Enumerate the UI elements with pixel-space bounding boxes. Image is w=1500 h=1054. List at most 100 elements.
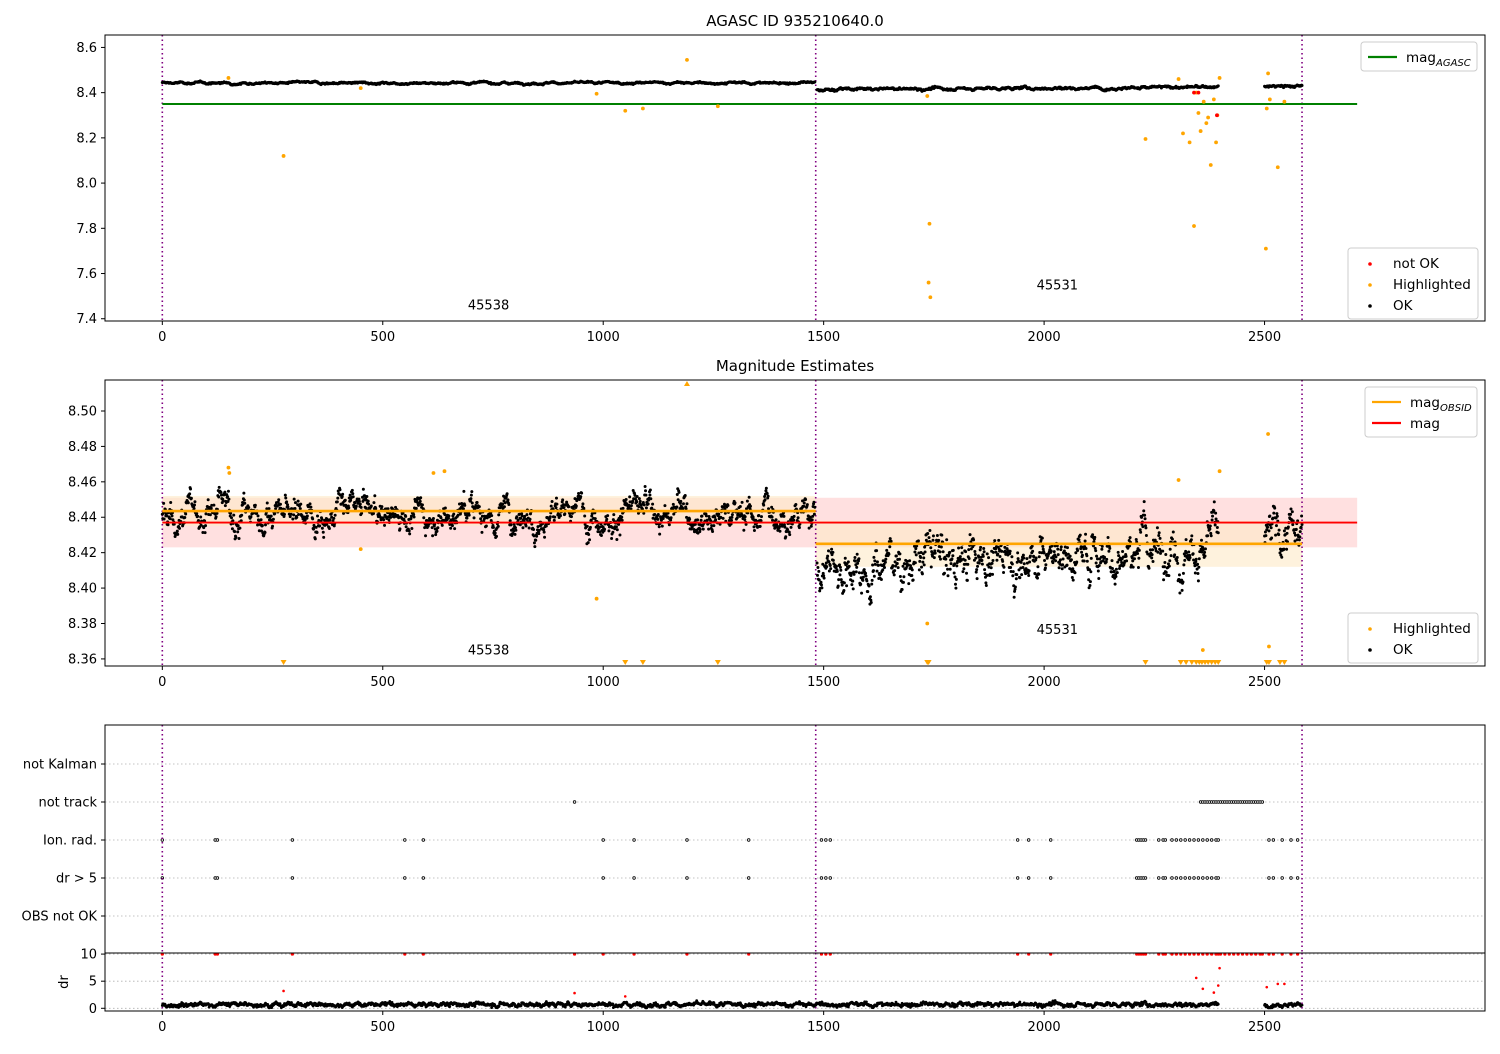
ok-point — [408, 532, 411, 535]
ok-point — [443, 513, 446, 516]
ok-point — [1091, 533, 1094, 536]
ok-point — [1194, 571, 1197, 574]
ok-point — [254, 504, 257, 507]
ok-point — [1203, 551, 1206, 554]
ok-point — [1143, 514, 1146, 517]
ok-point — [227, 498, 230, 501]
ok-point — [1197, 579, 1200, 582]
y-tick-label: 7.8 — [76, 222, 97, 237]
ok-point — [413, 515, 416, 518]
ok-point — [261, 524, 264, 527]
ok-point — [923, 563, 926, 566]
ok-point — [711, 530, 714, 533]
ok-point — [784, 535, 787, 538]
ok-point — [163, 517, 166, 520]
ok-point — [1036, 577, 1039, 580]
ok-point — [868, 584, 871, 587]
ok-point — [543, 536, 546, 539]
ok-point — [463, 504, 466, 507]
ok-point — [924, 551, 927, 554]
ok-point — [219, 491, 222, 494]
ok-point — [837, 578, 840, 581]
ok-point — [1137, 566, 1140, 569]
ok-point — [895, 554, 898, 557]
ok-point — [1206, 534, 1209, 537]
ok-point — [961, 570, 964, 573]
ok-point — [615, 525, 618, 528]
ok-point — [662, 517, 665, 520]
ok-point — [855, 570, 858, 573]
ok-point — [705, 514, 708, 517]
ok-point — [1015, 577, 1018, 580]
ok-point — [823, 577, 826, 580]
ok-point — [431, 534, 434, 537]
ok-point — [853, 556, 856, 559]
ok-point — [447, 514, 450, 517]
ok-point — [816, 574, 819, 577]
ok-point — [902, 575, 905, 578]
x-tick-label: 1500 — [807, 330, 840, 345]
ok-point — [877, 564, 880, 567]
obsid-label: 45538 — [468, 299, 509, 314]
ok-point — [1050, 550, 1053, 553]
ok-point — [771, 519, 774, 522]
ok-point — [543, 531, 546, 534]
ok-point — [1107, 550, 1110, 553]
ok-point — [1111, 567, 1114, 570]
ok-point — [370, 504, 373, 507]
ok-point — [1051, 561, 1054, 564]
ok-point — [644, 494, 647, 497]
ok-point — [497, 525, 500, 528]
ok-point — [1276, 515, 1279, 518]
ok-point — [1083, 560, 1086, 563]
ok-point — [452, 513, 455, 516]
ok-point — [946, 568, 949, 571]
ok-point — [1208, 528, 1211, 531]
ok-point — [816, 566, 819, 569]
ok-point — [1274, 534, 1277, 537]
ok-point — [272, 518, 275, 521]
ok-point — [851, 580, 854, 583]
ok-point — [1268, 515, 1271, 518]
ok-point — [279, 503, 282, 506]
ok-point — [1277, 533, 1280, 536]
ok-point — [1072, 579, 1075, 582]
ok-point — [285, 500, 288, 503]
ok-point — [1217, 531, 1220, 534]
ok-point — [1010, 555, 1013, 558]
ok-point — [964, 559, 967, 562]
ok-point — [1089, 580, 1092, 583]
ok-point — [722, 517, 725, 520]
ok-point — [960, 546, 963, 549]
ok-point — [1059, 548, 1062, 551]
ok-point — [757, 514, 760, 517]
ok-point — [224, 504, 227, 507]
ok-point — [600, 534, 603, 537]
ok-point — [1167, 574, 1170, 577]
ok-point — [1069, 555, 1072, 558]
ok-point — [793, 515, 796, 518]
ok-point — [1178, 592, 1181, 595]
ok-point — [1022, 554, 1025, 557]
ok-point — [864, 574, 867, 577]
ok-point — [1095, 561, 1098, 564]
ok-point — [999, 555, 1002, 558]
ok-point — [616, 528, 619, 531]
ok-point — [887, 553, 890, 556]
highlighted-point — [1202, 100, 1206, 104]
ok-point — [1133, 557, 1136, 560]
x-tick-label: 1000 — [587, 330, 620, 345]
ok-point — [473, 516, 476, 519]
ok-point — [555, 506, 558, 509]
ok-point — [495, 535, 498, 538]
ok-point — [779, 530, 782, 533]
ok-point — [441, 524, 444, 527]
ok-point — [1073, 571, 1076, 574]
ok-point — [580, 492, 583, 495]
ok-point — [359, 503, 362, 506]
ok-point — [839, 569, 842, 572]
ok-point — [1056, 548, 1059, 551]
ok-point — [561, 498, 564, 501]
ok-point — [351, 492, 354, 495]
